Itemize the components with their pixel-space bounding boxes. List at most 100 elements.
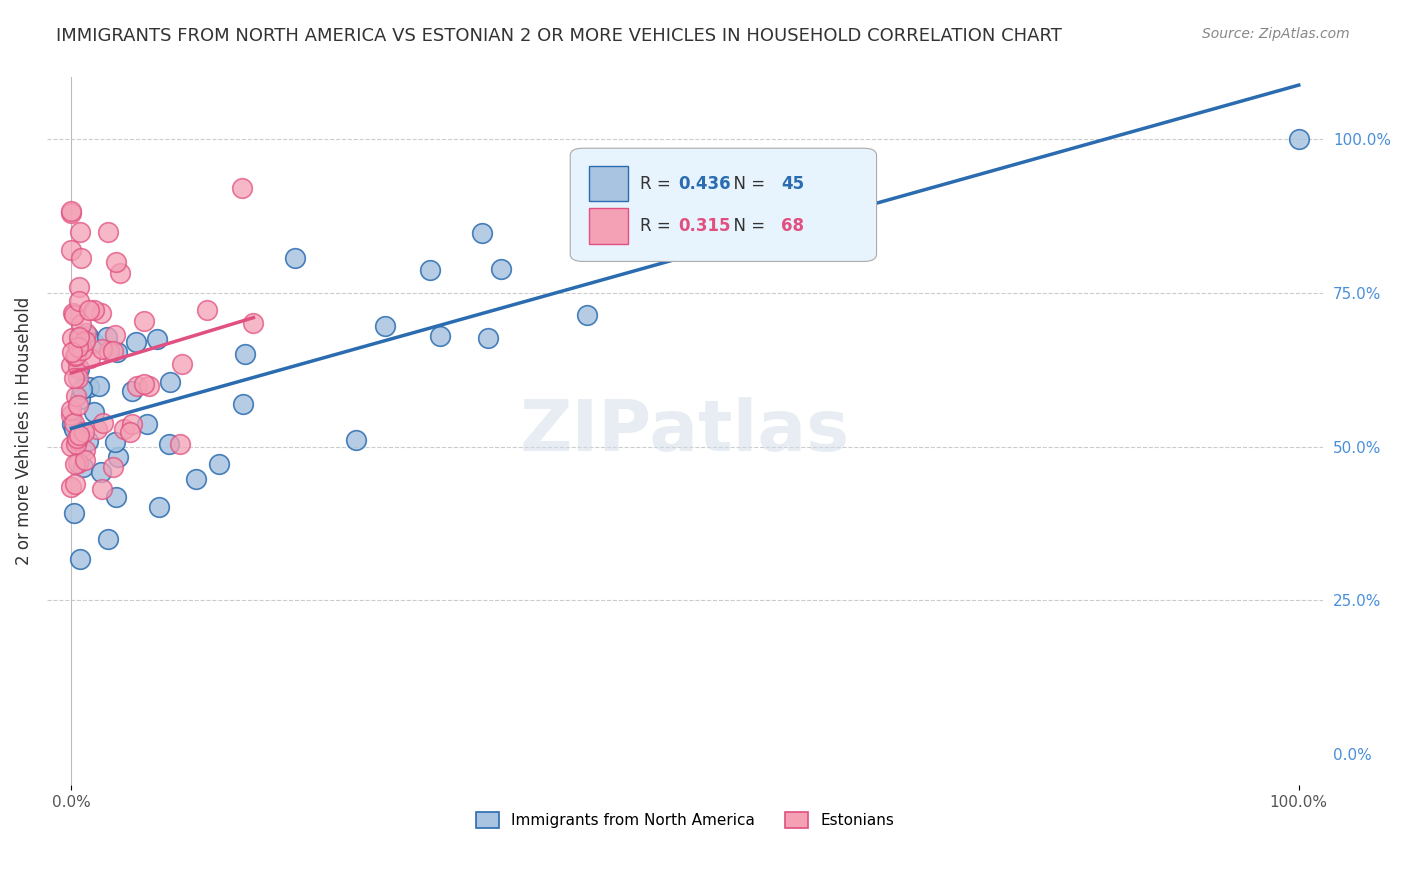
Point [73, 425, 96, 439]
Point [121, 417, 143, 431]
Point [169, 436, 191, 450]
Point [69, 392, 91, 406]
Point [104, 255, 127, 269]
Point [97, 225, 120, 239]
Point [1288, 132, 1310, 146]
Point [67, 279, 90, 293]
Point [62, 308, 84, 322]
Point [66, 340, 89, 354]
Point [77, 434, 100, 448]
Text: N =: N = [723, 175, 770, 193]
Text: 0.436: 0.436 [679, 175, 731, 193]
Point [83, 335, 105, 350]
Point [138, 379, 160, 393]
Point [110, 266, 132, 280]
Point [148, 500, 170, 515]
Point [70, 343, 93, 358]
Point [90, 342, 112, 356]
Point [77, 380, 100, 394]
Text: Source: ZipAtlas.com: Source: ZipAtlas.com [1202, 27, 1350, 41]
Point [60, 204, 83, 219]
Point [65, 457, 87, 471]
Point [67, 330, 90, 344]
Point [70, 441, 93, 455]
Point [70, 328, 93, 343]
Point [73, 443, 96, 458]
Legend: Immigrants from North America, Estonians: Immigrants from North America, Estonians [470, 805, 900, 834]
Point [374, 319, 396, 334]
Point [105, 490, 128, 504]
Point [67, 362, 90, 376]
Point [346, 434, 368, 448]
Point [77, 329, 100, 343]
Point [63, 349, 86, 363]
Point [63, 477, 86, 491]
Point [118, 425, 141, 439]
Point [67, 340, 90, 354]
Text: 68: 68 [780, 217, 804, 235]
Text: N =: N = [723, 217, 770, 235]
Point [62, 422, 84, 436]
Point [60, 331, 83, 345]
Point [489, 262, 512, 277]
Point [184, 472, 207, 486]
Text: IMMIGRANTS FROM NORTH AMERICA VS ESTONIAN 2 OR MORE VEHICLES IN HOUSEHOLD CORREL: IMMIGRANTS FROM NORTH AMERICA VS ESTONIA… [56, 27, 1062, 45]
Point [60, 403, 83, 417]
Point [67, 360, 90, 375]
Text: ZIPatlas: ZIPatlas [520, 397, 851, 466]
Point [136, 417, 159, 431]
Text: R =: R = [640, 175, 676, 193]
Point [98, 343, 121, 358]
Point [69, 225, 91, 239]
Point [60, 439, 83, 453]
Point [90, 482, 112, 496]
Point [60, 243, 83, 257]
Point [132, 314, 155, 328]
Point [70, 251, 93, 265]
Point [72, 459, 94, 474]
Point [91, 416, 114, 430]
Y-axis label: 2 or more Vehicles in Household: 2 or more Vehicles in Household [15, 297, 32, 566]
Point [75, 326, 97, 341]
Point [132, 376, 155, 391]
Point [65, 389, 87, 403]
Point [477, 330, 499, 344]
Point [90, 465, 112, 479]
Point [101, 344, 124, 359]
Point [97, 532, 120, 546]
Point [575, 308, 598, 322]
FancyBboxPatch shape [589, 166, 627, 202]
Point [127, 379, 149, 393]
Point [145, 332, 167, 346]
Text: 0.315: 0.315 [679, 217, 731, 235]
Point [284, 251, 307, 265]
Point [70, 317, 93, 331]
Point [79, 351, 101, 365]
Point [62, 416, 84, 430]
FancyBboxPatch shape [571, 148, 876, 261]
Point [107, 450, 129, 464]
Point [231, 181, 253, 195]
Point [104, 327, 127, 342]
Point [471, 227, 494, 241]
Point [62, 371, 84, 385]
Point [67, 427, 90, 442]
Point [89, 379, 111, 393]
Point [104, 435, 127, 450]
Point [242, 317, 264, 331]
Point [66, 398, 89, 412]
Point [121, 384, 143, 398]
Point [195, 302, 218, 317]
Point [83, 303, 105, 318]
Point [60, 480, 83, 494]
Text: 45: 45 [780, 175, 804, 193]
Point [86, 422, 108, 436]
Point [90, 306, 112, 320]
Point [232, 396, 254, 410]
Point [208, 458, 231, 472]
Point [83, 405, 105, 419]
Point [60, 206, 83, 220]
Point [101, 460, 124, 475]
Point [66, 431, 89, 445]
Point [65, 437, 87, 451]
